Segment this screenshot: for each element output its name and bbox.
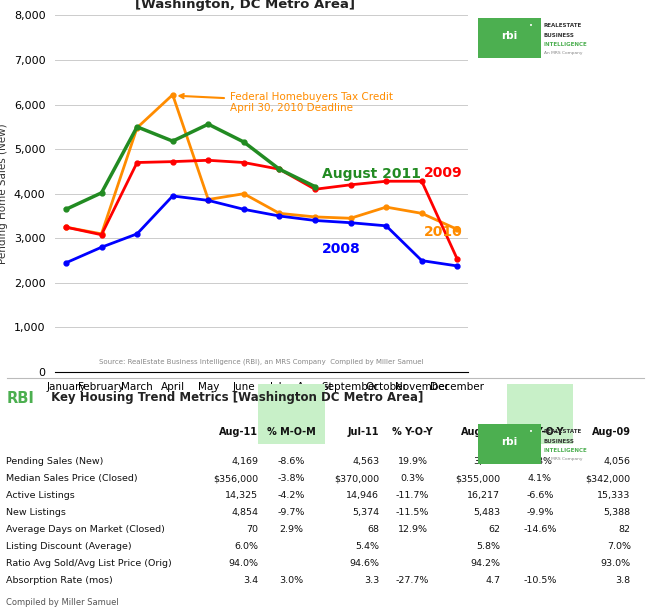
Text: 19.9%: 19.9%	[398, 458, 428, 466]
Text: -6.6%: -6.6%	[526, 491, 554, 501]
Text: 15,333: 15,333	[597, 491, 630, 501]
Text: $355,000: $355,000	[455, 474, 500, 483]
Text: 68: 68	[367, 525, 379, 534]
Text: Compiled by Miller Samuel: Compiled by Miller Samuel	[6, 598, 119, 606]
Text: 14,325: 14,325	[225, 491, 258, 501]
Text: rbi: rbi	[501, 437, 517, 447]
Text: Active Listings: Active Listings	[6, 491, 75, 501]
Text: BUSINESS: BUSINESS	[544, 33, 575, 38]
Text: -9.7%: -9.7%	[278, 509, 306, 517]
Text: % M-O-M: % M-O-M	[267, 427, 316, 437]
Text: BUSINESS: BUSINESS	[544, 438, 575, 443]
Text: -4.2%: -4.2%	[278, 491, 306, 501]
Text: 12.9%: 12.9%	[398, 525, 428, 534]
Text: 5,374: 5,374	[352, 509, 379, 517]
Text: 94.2%: 94.2%	[470, 559, 500, 568]
Text: 2.8%: 2.8%	[528, 458, 552, 466]
Text: 4,854: 4,854	[231, 509, 258, 517]
Text: -10.5%: -10.5%	[523, 576, 556, 585]
Text: -9.9%: -9.9%	[526, 509, 554, 517]
Text: 70: 70	[246, 525, 258, 534]
Text: RBI: RBI	[6, 391, 34, 406]
Text: New Listings: New Listings	[6, 509, 66, 517]
Text: 16,217: 16,217	[467, 491, 500, 501]
Text: Aug-11: Aug-11	[219, 427, 258, 437]
Text: $356,000: $356,000	[213, 474, 258, 483]
Text: 4,563: 4,563	[352, 458, 379, 466]
Text: Federal Homebuyers Tax Credit
April 30, 2010 Deadline: Federal Homebuyers Tax Credit April 30, …	[179, 92, 393, 113]
Text: Absorption Rate (mos): Absorption Rate (mos)	[6, 576, 113, 585]
Text: -14.6%: -14.6%	[523, 525, 556, 534]
Text: 3.8: 3.8	[616, 576, 630, 585]
Text: 3,477: 3,477	[473, 458, 500, 466]
Text: 5,483: 5,483	[473, 509, 500, 517]
Text: -11.5%: -11.5%	[396, 509, 429, 517]
Text: Aug-09: Aug-09	[592, 427, 630, 437]
Text: Pending Sales (New): Pending Sales (New)	[6, 458, 104, 466]
Text: 94.6%: 94.6%	[349, 559, 379, 568]
Title: RBI Pending Home Sales Index™ - Monthly Comparison
[Washington, DC Metro Area]: RBI Pending Home Sales Index™ - Monthly …	[39, 0, 451, 12]
Text: Average Days on Market (Closed): Average Days on Market (Closed)	[6, 525, 165, 534]
Text: $342,000: $342,000	[586, 474, 630, 483]
Text: August 2011: August 2011	[322, 167, 421, 181]
Text: Listing Discount (Average): Listing Discount (Average)	[6, 542, 132, 551]
Text: Aug-10: Aug-10	[461, 427, 500, 437]
Text: An MRS Company: An MRS Company	[544, 51, 582, 55]
Text: Key Housing Trend Metrics [Washington DC Metro Area]: Key Housing Trend Metrics [Washington DC…	[47, 391, 423, 404]
Text: $370,000: $370,000	[334, 474, 379, 483]
Text: 94.0%: 94.0%	[228, 559, 258, 568]
Text: rbi: rbi	[501, 31, 517, 41]
Text: INTELLIGENCE: INTELLIGENCE	[544, 448, 588, 453]
Text: 4.1%: 4.1%	[528, 474, 552, 483]
Text: 4.7: 4.7	[485, 576, 500, 585]
Text: 2.9%: 2.9%	[280, 525, 304, 534]
Text: % Y-O-Y: % Y-O-Y	[392, 427, 433, 437]
Text: 6.0%: 6.0%	[234, 542, 258, 551]
Text: Median Sales Price (Closed): Median Sales Price (Closed)	[6, 474, 138, 483]
Text: 93.0%: 93.0%	[601, 559, 630, 568]
Text: -8.6%: -8.6%	[278, 458, 306, 466]
Text: Source: RealEstate Business Intelligence (RBI), an MRS Company  Compiled by Mill: Source: RealEstate Business Intelligence…	[99, 359, 424, 365]
Text: -11.7%: -11.7%	[396, 491, 429, 501]
Text: % 2Y-O-Y: % 2Y-O-Y	[516, 427, 564, 437]
Text: 4,169: 4,169	[231, 458, 258, 466]
Text: 3.3: 3.3	[364, 576, 379, 585]
Text: An MRS Company: An MRS Company	[544, 457, 582, 461]
Text: 2009: 2009	[424, 166, 462, 180]
Text: 14,946: 14,946	[346, 491, 379, 501]
Text: •: •	[529, 429, 533, 435]
Text: 2008: 2008	[322, 242, 361, 256]
Text: 7.0%: 7.0%	[606, 542, 630, 551]
Y-axis label: Pending Home Sales (New): Pending Home Sales (New)	[0, 124, 8, 264]
Text: 3.4: 3.4	[243, 576, 258, 585]
Text: -27.7%: -27.7%	[396, 576, 429, 585]
Text: 5.8%: 5.8%	[476, 542, 500, 551]
Text: 5.4%: 5.4%	[355, 542, 379, 551]
Text: 4,056: 4,056	[604, 458, 630, 466]
Text: REALESTATE: REALESTATE	[544, 23, 582, 28]
Text: 82: 82	[619, 525, 630, 534]
Text: REALESTATE: REALESTATE	[544, 429, 582, 434]
Bar	[258, 285, 325, 444]
Text: INTELLIGENCE: INTELLIGENCE	[544, 42, 588, 47]
Text: Ratio Avg Sold/Avg List Price (Orig): Ratio Avg Sold/Avg List Price (Orig)	[6, 559, 172, 568]
Text: 3.0%: 3.0%	[280, 576, 304, 585]
Text: 0.3%: 0.3%	[400, 474, 424, 483]
Text: •: •	[529, 23, 533, 29]
Text: 62: 62	[488, 525, 500, 534]
Text: -3.8%: -3.8%	[278, 474, 306, 483]
Text: Jul-11: Jul-11	[348, 427, 379, 437]
Text: 5,388: 5,388	[604, 509, 630, 517]
Text: 2010: 2010	[424, 224, 462, 239]
Bar	[506, 285, 573, 444]
